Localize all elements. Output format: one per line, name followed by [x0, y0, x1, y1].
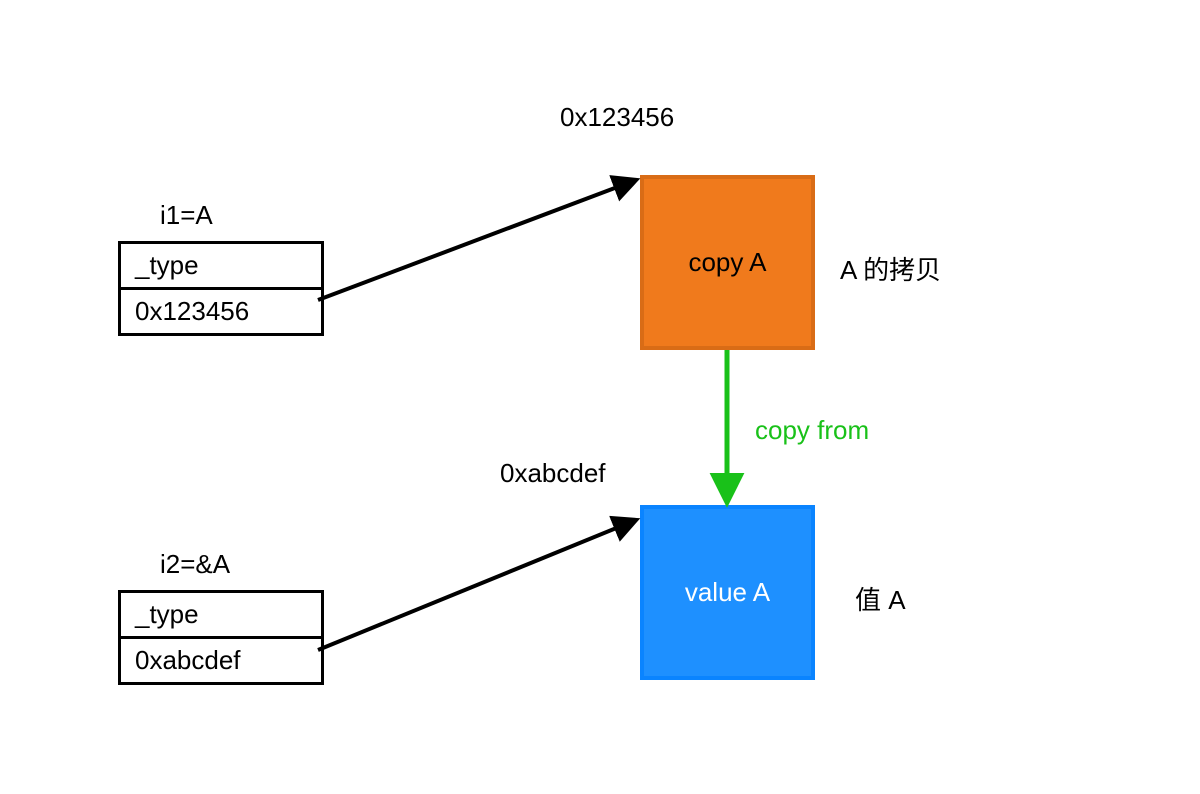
copyA-address-label: 0x123456	[560, 102, 674, 133]
valueA-box: value A	[640, 505, 815, 680]
copyA-box-label: copy A	[688, 247, 766, 278]
i2-row-type: _type	[121, 593, 321, 636]
i1-row-type: _type	[121, 244, 321, 287]
i2-row-ptr: 0xabcdef	[121, 636, 321, 682]
i1-title: i1=A	[160, 200, 213, 231]
diagram-stage: i1=A _type 0x123456 i2=&A _type 0xabcdef…	[0, 0, 1200, 794]
i2-table: _type 0xabcdef	[118, 590, 324, 685]
i1-row-ptr: 0x123456	[121, 287, 321, 333]
valueA-side-label: 值 A	[855, 580, 906, 617]
valueA-box-label: value A	[685, 577, 770, 608]
i1-table: _type 0x123456	[118, 241, 324, 336]
i2-title: i2=&A	[160, 549, 230, 580]
copy-from-label: copy from	[755, 415, 869, 446]
arrow-i1-to-copyA	[318, 180, 636, 300]
valueA-address-label: 0xabcdef	[500, 458, 606, 489]
arrow-i2-to-valueA	[318, 520, 636, 650]
copyA-box: copy A	[640, 175, 815, 350]
copyA-side-label: A 的拷贝	[840, 250, 941, 287]
